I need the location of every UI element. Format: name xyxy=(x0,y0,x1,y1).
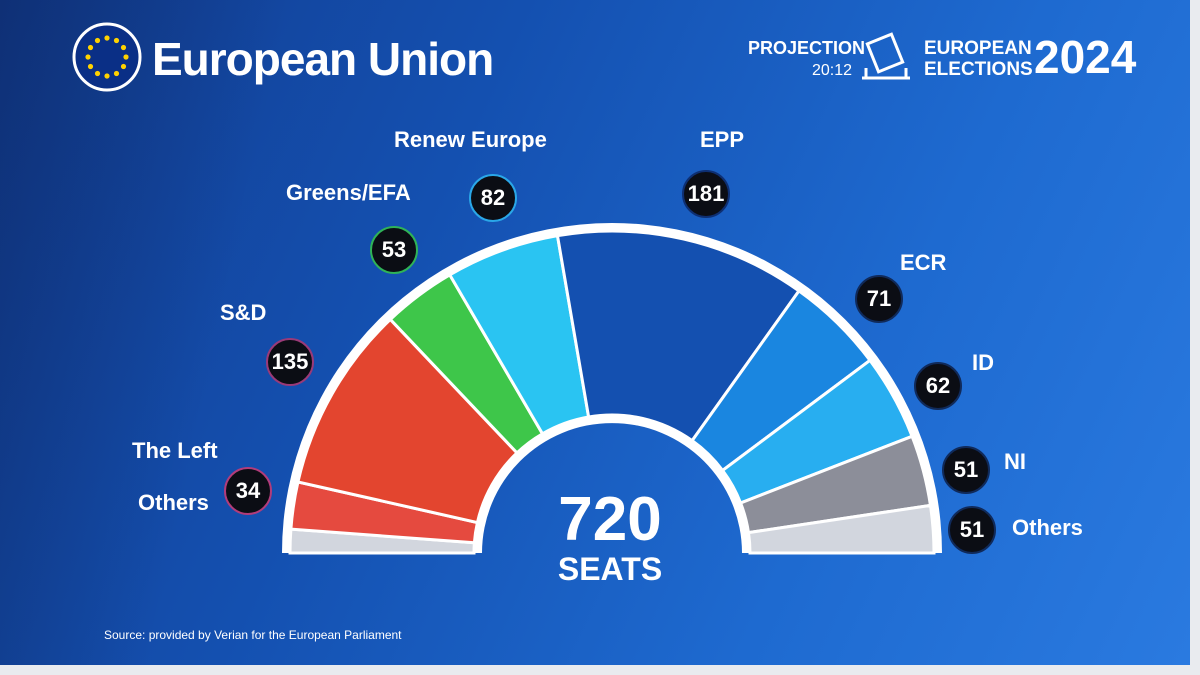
total-seats-number: 720 xyxy=(558,485,662,554)
projection-time: 20:12 xyxy=(812,62,853,79)
label-others-right: Others xyxy=(1012,515,1083,540)
label-epp: EPP xyxy=(700,127,745,152)
badge-the-left: 34 xyxy=(224,467,272,515)
badge-epp: 181 xyxy=(682,170,730,218)
projection-label: PROJECTION xyxy=(748,38,866,58)
elections-label: EUROPEAN ELECTIONS xyxy=(924,38,1033,80)
source-note: Source: provided by Verian for the Europ… xyxy=(104,628,402,642)
label-ecr: ECR xyxy=(900,250,947,275)
badge-sd: 135 xyxy=(266,338,314,386)
hemicycle-chart xyxy=(282,223,942,555)
label-renew: Renew Europe xyxy=(394,127,547,152)
seat-segment-others-right xyxy=(746,503,936,555)
total-seats-label: SEATS xyxy=(557,551,663,587)
label-the-left: The Left xyxy=(132,438,218,463)
badge-others-right: 51 xyxy=(948,506,996,554)
badge-ni: 51 xyxy=(942,446,990,494)
label-id: ID xyxy=(972,350,994,375)
seat-segment-epp xyxy=(555,229,802,443)
label-greens: Greens/EFA xyxy=(286,180,411,205)
label-others-left: Others xyxy=(138,490,209,515)
badge-ecr: 71 xyxy=(855,275,903,323)
badge-greens: 53 xyxy=(370,226,418,274)
broadcast-screen: European Union PROJECTION 20:12 EUROPEAN… xyxy=(0,0,1190,665)
ballot-box-icon xyxy=(858,32,914,84)
election-year: 2024 xyxy=(1034,31,1137,83)
eu-stars-icon xyxy=(72,22,142,92)
label-sd: S&D xyxy=(220,300,267,325)
page-title: European Union xyxy=(152,33,494,85)
badge-id: 62 xyxy=(914,362,962,410)
badge-renew: 82 xyxy=(469,174,517,222)
label-ni: NI xyxy=(1004,449,1026,474)
eu-flag-logo xyxy=(72,22,142,92)
